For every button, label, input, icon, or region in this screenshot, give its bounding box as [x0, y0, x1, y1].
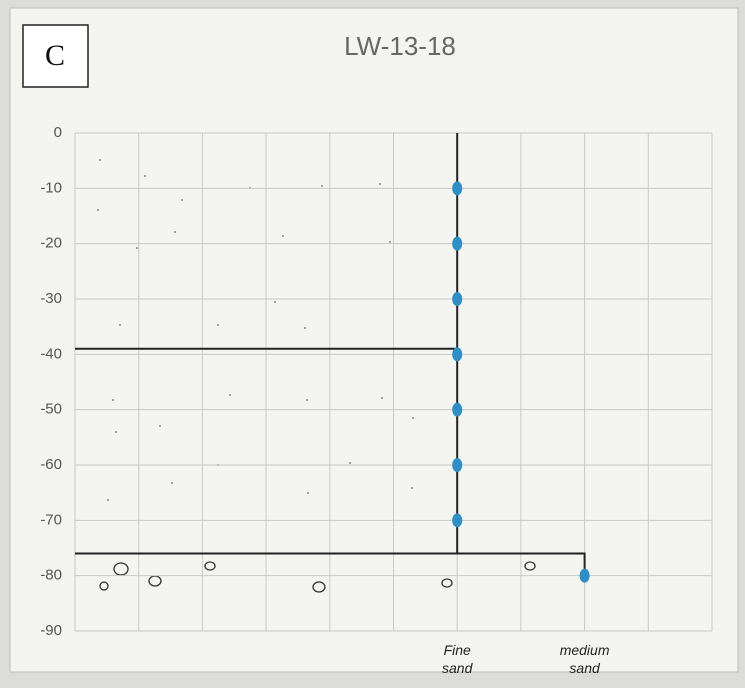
y-tick-label: -30: [40, 290, 62, 307]
y-tick-label: -50: [40, 401, 62, 418]
chart-title: LW-13-18: [344, 31, 456, 61]
y-tick-label: -90: [40, 622, 62, 639]
y-tick-label: -10: [40, 179, 62, 196]
y-tick-label: -60: [40, 456, 62, 473]
point: [452, 402, 463, 417]
gravel: [99, 561, 536, 593]
paper: [9, 7, 739, 673]
x-tick-label: medium sand: [560, 642, 610, 676]
y-tick-label: -40: [40, 345, 62, 362]
y-tick-label: 0: [54, 124, 62, 141]
point: [452, 347, 463, 362]
point: [579, 568, 590, 583]
point: [452, 513, 463, 528]
profile-line: [75, 552, 586, 576]
x-tick-label: Fine sand: [442, 642, 474, 676]
panel-label: C: [45, 39, 65, 72]
y-tick-label: -20: [40, 235, 62, 252]
y-tick-label: -80: [40, 567, 62, 584]
point: [452, 292, 463, 306]
point: [452, 236, 463, 251]
point: [452, 181, 463, 196]
y-tick-label: -70: [40, 511, 62, 528]
point: [452, 458, 463, 472]
panel-box: [22, 24, 89, 88]
